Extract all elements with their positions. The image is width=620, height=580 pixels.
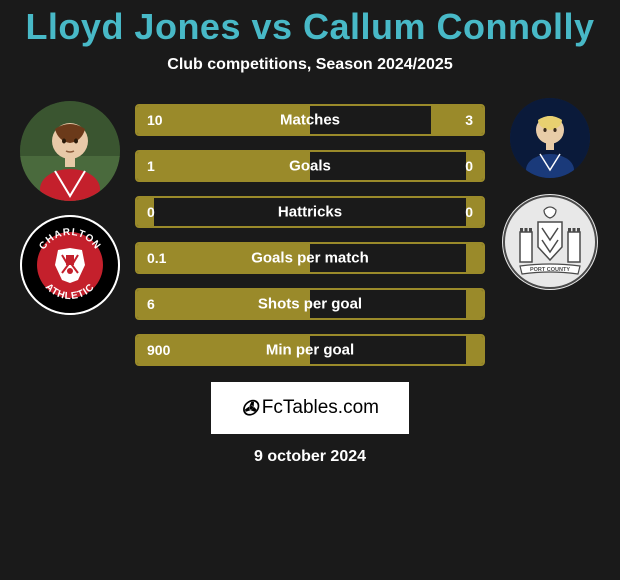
player-left-avatar: [20, 101, 120, 201]
stat-row: 10 Matches 3: [135, 104, 485, 136]
logo-icon: ✇: [241, 396, 258, 421]
stat-row: 6 Shots per goal: [135, 288, 485, 320]
fctables-logo: ✇ FcTables.com: [211, 382, 409, 434]
stat-value-left: 6: [147, 296, 155, 312]
stat-label: Matches: [280, 112, 340, 129]
bar-fill-right: [431, 106, 483, 134]
bar-fill-left: [137, 152, 310, 180]
stat-label: Goals per match: [251, 250, 369, 267]
stat-value-left: 900: [147, 342, 170, 358]
bar-fill-right: [466, 336, 483, 364]
stat-value-left: 0.1: [147, 250, 166, 266]
player-right-avatar: [510, 98, 590, 178]
stats-bars: 10 Matches 3 1 Goals 0 0 Hattricks 0 0.1 Goals per…: [135, 104, 485, 366]
stat-value-left: 10: [147, 112, 163, 128]
player-left-column: CHARLTON ATHLETIC: [15, 101, 125, 315]
stat-row: 0.1 Goals per match: [135, 242, 485, 274]
stat-label: Shots per goal: [258, 296, 362, 313]
stat-label: Goals: [289, 158, 331, 175]
bar-fill-right: [466, 244, 483, 272]
stat-value-right: 3: [465, 112, 473, 128]
comparison-main: CHARLTON ATHLETIC 10 Matches 3 1 Goals 0 0 Hatt…: [0, 104, 620, 366]
page-title: Lloyd Jones vs Callum Connolly: [0, 6, 620, 48]
svg-text:PORT COUNTY: PORT COUNTY: [530, 267, 570, 273]
logo-text: FcTables.com: [262, 397, 379, 419]
stat-value-right: 0: [465, 158, 473, 174]
stat-value-left: 0: [147, 204, 155, 220]
stat-value-left: 1: [147, 158, 155, 174]
club-right-badge: PORT COUNTY: [500, 192, 600, 292]
stat-row: 0 Hattricks 0: [135, 196, 485, 228]
bar-fill-right: [466, 290, 483, 318]
date-text: 9 october 2024: [0, 448, 620, 466]
club-left-badge: CHARLTON ATHLETIC: [20, 215, 120, 315]
stat-value-right: 0: [465, 204, 473, 220]
stat-row: 1 Goals 0: [135, 150, 485, 182]
stat-row: 900 Min per goal: [135, 334, 485, 366]
subtitle: Club competitions, Season 2024/2025: [0, 56, 620, 74]
stat-label: Min per goal: [266, 342, 354, 359]
stat-label: Hattricks: [278, 204, 342, 221]
player-right-column: PORT COUNTY: [495, 98, 605, 292]
